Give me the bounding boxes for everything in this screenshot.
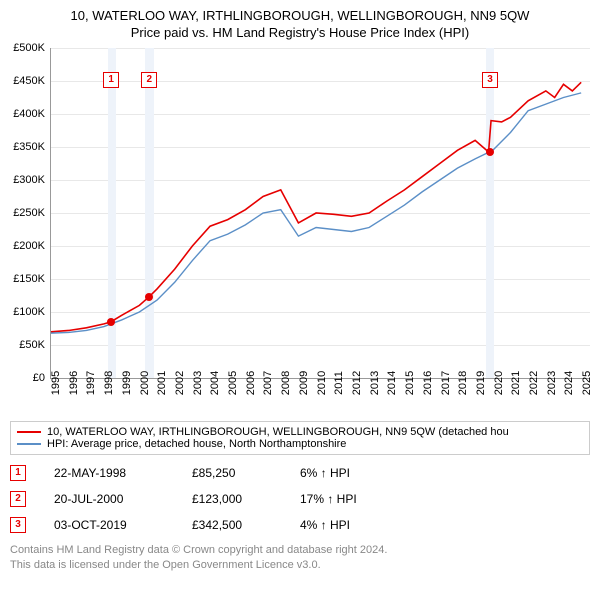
footer-line: Contains HM Land Registry data © Crown c…: [10, 543, 590, 558]
legend-label-hpi: HPI: Average price, detached house, Nort…: [47, 438, 346, 450]
annotation-marker-2: 2: [10, 491, 26, 507]
x-tick-label: 1998: [103, 371, 115, 395]
y-tick-label: £150K: [13, 273, 45, 285]
x-tick-label: 2022: [528, 371, 540, 395]
y-tick-label: £450K: [13, 75, 45, 87]
y-tick-label: £250K: [13, 207, 45, 219]
annotation-date: 20-JUL-2000: [54, 492, 164, 506]
y-tick-label: £0: [33, 372, 45, 384]
annotation-price: £123,000: [192, 492, 272, 506]
x-tick-label: 1995: [50, 371, 62, 395]
x-tick-label: 2009: [298, 371, 310, 395]
x-tick-label: 2010: [316, 371, 328, 395]
y-tick-label: £200K: [13, 240, 45, 252]
annotation-date: 22-MAY-1998: [54, 466, 164, 480]
x-tick-label: 2003: [192, 371, 204, 395]
x-tick-label: 2023: [546, 371, 558, 395]
y-axis-labels: £0£50K£100K£150K£200K£250K£300K£350K£400…: [3, 48, 47, 378]
x-axis-labels: 1995199619971998199920002001200220032004…: [50, 379, 590, 415]
legend-swatch-hpi: [17, 443, 41, 445]
y-tick-label: £50K: [19, 339, 45, 351]
chart-marker-3: 3: [482, 72, 498, 88]
x-tick-label: 1999: [121, 371, 133, 395]
footer-attribution: Contains HM Land Registry data © Crown c…: [10, 543, 590, 573]
chart-marker-1: 1: [103, 72, 119, 88]
x-tick-label: 2017: [440, 371, 452, 395]
x-tick-label: 2012: [351, 371, 363, 395]
x-tick-label: 2002: [174, 371, 186, 395]
x-tick-label: 2021: [510, 371, 522, 395]
annotation-row: 2 20-JUL-2000 £123,000 17% ↑ HPI: [10, 491, 590, 507]
x-tick-label: 2020: [493, 371, 505, 395]
x-tick-label: 2025: [581, 371, 593, 395]
chart-lines: [51, 48, 590, 378]
chart-dot-3: [486, 148, 494, 156]
x-tick-label: 2018: [457, 371, 469, 395]
x-tick-label: 2014: [386, 371, 398, 395]
x-tick-label: 1997: [85, 371, 97, 395]
y-tick-label: £500K: [13, 42, 45, 54]
annotation-pct: 4% ↑ HPI: [300, 518, 400, 532]
legend: 10, WATERLOO WAY, IRTHLINGBOROUGH, WELLI…: [10, 421, 590, 455]
annotation-marker-3: 3: [10, 517, 26, 533]
x-tick-label: 2011: [333, 371, 345, 395]
annotation-price: £85,250: [192, 466, 272, 480]
annotation-pct: 6% ↑ HPI: [300, 466, 400, 480]
y-tick-label: £100K: [13, 306, 45, 318]
annotation-price: £342,500: [192, 518, 272, 532]
y-tick-label: £400K: [13, 108, 45, 120]
x-tick-label: 2000: [139, 371, 151, 395]
x-tick-label: 2015: [404, 371, 416, 395]
x-tick-label: 2005: [227, 371, 239, 395]
x-tick-label: 2006: [245, 371, 257, 395]
chart-dot-2: [145, 293, 153, 301]
annotation-row: 1 22-MAY-1998 £85,250 6% ↑ HPI: [10, 465, 590, 481]
annotation-row: 3 03-OCT-2019 £342,500 4% ↑ HPI: [10, 517, 590, 533]
x-tick-label: 2008: [280, 371, 292, 395]
title-main: 10, WATERLOO WAY, IRTHLINGBOROUGH, WELLI…: [10, 8, 590, 23]
chart-marker-2: 2: [141, 72, 157, 88]
footer-line: This data is licensed under the Open Gov…: [10, 558, 590, 573]
chart-plot-area: £0£50K£100K£150K£200K£250K£300K£350K£400…: [50, 48, 590, 379]
x-tick-label: 2007: [262, 371, 274, 395]
annotation-marker-1: 1: [10, 465, 26, 481]
legend-label-property: 10, WATERLOO WAY, IRTHLINGBOROUGH, WELLI…: [47, 426, 509, 438]
series-property: [51, 82, 581, 331]
y-tick-label: £350K: [13, 141, 45, 153]
x-tick-label: 1996: [68, 371, 80, 395]
x-tick-label: 2024: [563, 371, 575, 395]
x-tick-label: 2004: [209, 371, 221, 395]
annotation-table: 1 22-MAY-1998 £85,250 6% ↑ HPI 2 20-JUL-…: [10, 465, 590, 533]
title-block: 10, WATERLOO WAY, IRTHLINGBOROUGH, WELLI…: [0, 0, 600, 44]
x-tick-label: 2016: [422, 371, 434, 395]
legend-row: HPI: Average price, detached house, Nort…: [17, 438, 583, 450]
y-tick-label: £300K: [13, 174, 45, 186]
annotation-date: 03-OCT-2019: [54, 518, 164, 532]
chart-container: 10, WATERLOO WAY, IRTHLINGBOROUGH, WELLI…: [0, 0, 600, 573]
title-sub: Price paid vs. HM Land Registry's House …: [10, 25, 590, 40]
legend-row: 10, WATERLOO WAY, IRTHLINGBOROUGH, WELLI…: [17, 426, 583, 438]
legend-swatch-property: [17, 431, 41, 433]
x-tick-label: 2019: [475, 371, 487, 395]
x-tick-label: 2001: [156, 371, 168, 395]
x-tick-label: 2013: [369, 371, 381, 395]
chart-dot-1: [107, 318, 115, 326]
annotation-pct: 17% ↑ HPI: [300, 492, 400, 506]
